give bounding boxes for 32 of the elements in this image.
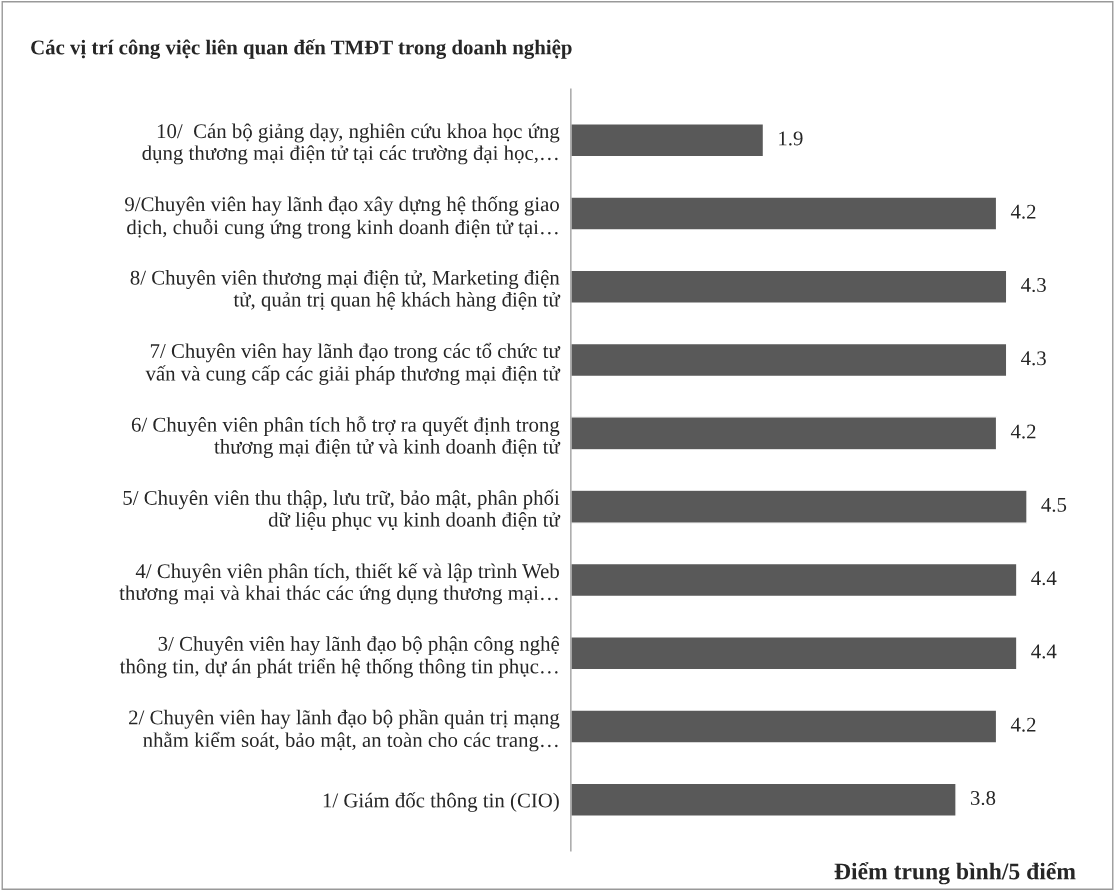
bar	[570, 123, 765, 158]
y-tick-label: 5/ Chuyên viên thu thập, lưu trữ, bảo mật, phân phối dữ liệu phục vụ kinh doanh điện tử	[123, 489, 561, 532]
bar	[570, 636, 1018, 671]
x-axis-title: Điểm trung bình/5 điểm	[834, 861, 1076, 885]
y-tick-label: 7/ Chuyên viên hay lãnh đạo trong các tổ chức tư vấn và cung cấp các giải pháp thương mại điện tử	[145, 342, 561, 385]
bar	[570, 196, 998, 231]
data-label: 4.3	[1021, 278, 1046, 293]
y-tick-label: 9/Chuyên viên hay lãnh đạo xây dựng hệ thống giao dịch, chuỗi cung ứng trong kinh doanh điện tử tại…	[125, 195, 559, 239]
data-label: 4.2	[1010, 717, 1036, 732]
text: Các vị trí công việc liên quan đến TMĐT trong doanh nghiệp	[31, 39, 572, 59]
bar	[570, 489, 1028, 524]
bar	[570, 416, 998, 451]
y-tick-label: 10/ Cán bộ giảng dạy, nghiên cứu khoa học ứng dụng thương mại điện tử tại các trường đại học,…	[142, 123, 560, 165]
y-tick-label: 4/ Chuyên viên phân tích, thiết kế và lập trình Web thương mại và khai thác các ứng dụng thương mại…	[119, 562, 559, 605]
data-label: 3.8	[970, 790, 996, 806]
data-label: 4.3	[1021, 351, 1046, 366]
data-label: 4.2	[1010, 204, 1036, 219]
bar	[570, 269, 1008, 304]
bar	[570, 342, 1008, 378]
data-label: 4.2	[1010, 424, 1036, 439]
bar	[570, 709, 998, 744]
data-label: 4.4	[1031, 644, 1057, 659]
y-tick-label: 6/ Chuyên viên phân tích hỗ trợ ra quyết định trong thương mại điện tử và kinh doanh điện tử	[131, 416, 561, 458]
bar	[570, 782, 957, 817]
bar	[570, 562, 1018, 598]
y-tick-label: 2/ Chuyên viên hay lãnh đạo bộ phần quản trị mạng nhằm kiểm soát, bảo mật, an toàn cho các trang…	[129, 709, 560, 752]
y-tick-label: 3/ Chuyên viên hay lãnh đạo bộ phận công nghệ thông tin, dự án phát triển hệ thống thông tin phục…	[119, 636, 560, 678]
y-tick-label: 1/ Giám đốc thông tin (CIO)	[323, 792, 559, 812]
data-label: 1.9	[779, 131, 803, 146]
data-label: 4.5	[1041, 497, 1067, 512]
data-label: 4.4	[1031, 571, 1057, 586]
y-tick-label: 8/ Chuyên viên thương mại điện tử, Marketing điện tử, quản trị quan hệ khách hàng điện tử	[130, 270, 561, 311]
